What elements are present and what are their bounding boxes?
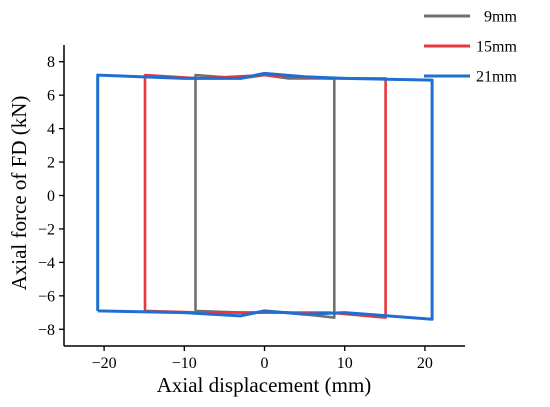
y-tick-label: −2 bbox=[38, 221, 55, 238]
y-tick-label: −4 bbox=[38, 255, 55, 272]
y-tick-label: 4 bbox=[47, 121, 55, 138]
x-tick-label: −20 bbox=[92, 355, 117, 372]
x-tick-label: 20 bbox=[417, 355, 433, 372]
legend-label-21mm: 21mm bbox=[476, 69, 517, 86]
x-tick-label: 10 bbox=[337, 355, 353, 372]
legend-label-15mm: 15mm bbox=[476, 39, 517, 56]
legend-label-9mm: 9mm bbox=[476, 9, 517, 26]
y-tick-label: −8 bbox=[38, 322, 55, 339]
y-tick-label: 6 bbox=[47, 88, 55, 105]
y-tick-label: −6 bbox=[38, 288, 55, 305]
series-21mm-line bbox=[96, 71, 434, 321]
y-tick-label: 8 bbox=[47, 54, 55, 71]
legend: 9mm 15mm 21mm bbox=[424, 9, 517, 86]
x-tick-label: −10 bbox=[172, 355, 197, 372]
y-tick-label: 0 bbox=[47, 188, 55, 205]
y-tick-label: 2 bbox=[47, 155, 55, 172]
x-axis-title: Axial displacement (mm) bbox=[157, 373, 372, 397]
y-axis-title: Axial force of FD (kN) bbox=[7, 96, 31, 291]
series-9mm-line bbox=[194, 73, 336, 319]
series-15mm-line bbox=[143, 73, 387, 319]
plot-area bbox=[96, 71, 434, 321]
x-tick-label: 0 bbox=[261, 355, 269, 372]
